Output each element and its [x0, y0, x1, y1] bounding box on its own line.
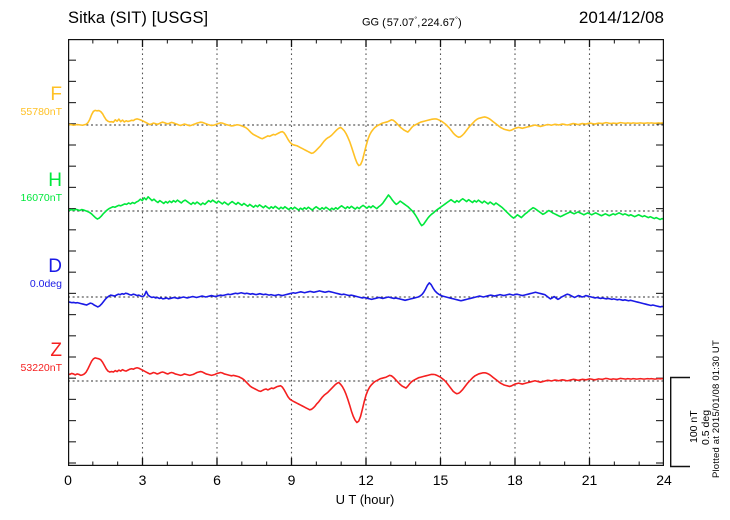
trace-D — [68, 282, 664, 308]
scale-bar-nt: 100 nT — [688, 410, 700, 444]
x-tick-label-9: 9 — [287, 472, 296, 488]
x-tick-label-18: 18 — [507, 472, 523, 488]
scale-bar-label: 100 nT 0.5 deg — [688, 382, 712, 472]
plot-area — [68, 39, 664, 466]
data-traces — [68, 109, 664, 424]
component-letter-Z: Z — [50, 340, 62, 361]
axis-ticks — [68, 39, 664, 466]
component-value-Z: 53220nT — [20, 362, 62, 374]
component-value-D: 0.0deg — [29, 278, 62, 290]
date-label: 2014/12/08 — [578, 8, 664, 27]
x-axis-title: U T (hour) — [335, 492, 395, 507]
plot-frame — [68, 39, 664, 466]
page-title: Sitka (SIT) [USGS] — [68, 9, 209, 27]
coordinate-system: GG — [362, 16, 380, 29]
component-label-D: D 0.0deg — [0, 257, 62, 291]
component-letter-F: F — [50, 84, 62, 105]
trace-Z — [68, 357, 664, 424]
coordinate-values: ( 57.07°, 224.67°) — [379, 14, 462, 29]
plotted-at-label: Plotted at 2015/01/08 01:30 UT — [711, 340, 722, 479]
component-letter-H: H — [48, 170, 62, 191]
gridlines — [141, 39, 591, 466]
component-label-Z: Z 53220nT — [0, 341, 62, 375]
x-tick-label-3: 3 — [138, 472, 147, 488]
magnetogram-chart — [68, 39, 664, 466]
trace-H — [68, 194, 664, 227]
x-tick-label-0: 0 — [64, 472, 72, 488]
x-tick-label-6: 6 — [213, 472, 221, 488]
component-value-F: 55780nT — [20, 106, 62, 118]
x-tick-label-21: 21 — [581, 472, 598, 488]
x-tick-label-24: 24 — [656, 472, 672, 488]
component-label-H: H 16070nT — [0, 171, 62, 205]
trace-F — [68, 109, 664, 167]
coordinates-label: GG ( 57.07°, 224.67°) — [362, 14, 462, 29]
component-letter-D: D — [48, 256, 62, 277]
component-label-F: F 55780nT — [0, 85, 62, 119]
x-tick-label-15: 15 — [432, 472, 449, 488]
scale-bar — [670, 376, 690, 468]
x-tick-label-12: 12 — [358, 472, 374, 488]
component-value-H: 16070nT — [20, 192, 62, 204]
